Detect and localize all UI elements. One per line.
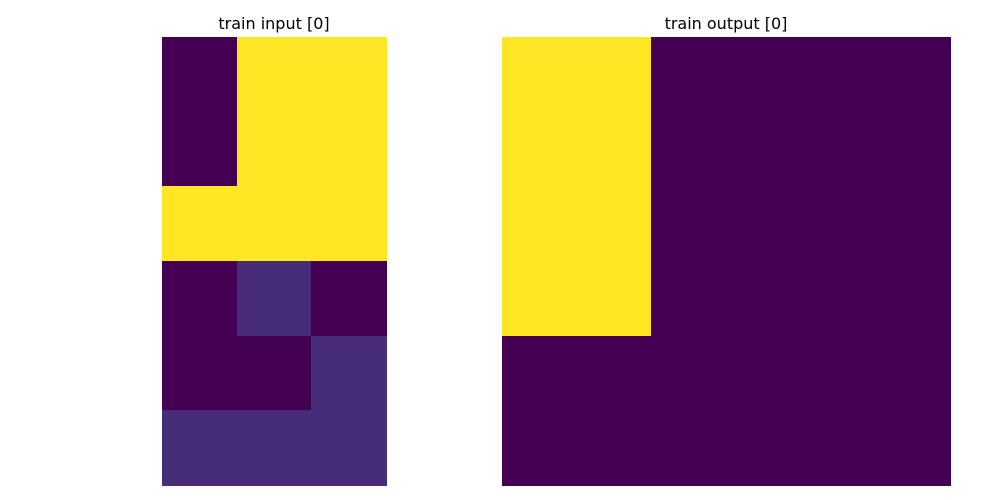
heatmap-cell <box>726 186 802 262</box>
heatmap-cell <box>576 37 653 113</box>
heatmap-cell <box>800 410 877 486</box>
train-output-title: train output [0] <box>664 14 788 33</box>
heatmap-cell <box>162 410 238 486</box>
train-output-heatmap <box>502 37 951 486</box>
heatmap-cell <box>726 335 802 412</box>
heatmap-cell <box>236 111 313 188</box>
heatmap-cell <box>502 186 578 262</box>
heatmap-cell <box>162 37 238 113</box>
heatmap-cell <box>875 261 951 337</box>
heatmap-cell <box>726 261 802 337</box>
heatmap-cell <box>236 186 313 262</box>
heatmap-cell <box>800 186 877 262</box>
heatmap-cell <box>502 410 578 486</box>
heatmap-cell <box>236 261 313 337</box>
heatmap-cell <box>651 261 727 337</box>
heatmap-cell <box>162 111 238 188</box>
heatmap-cell <box>311 335 387 412</box>
heatmap-cell <box>875 186 951 262</box>
heatmap-cell <box>726 111 802 188</box>
train-output-panel: train output [0] <box>500 0 1000 500</box>
heatmap-cell <box>311 186 387 262</box>
heatmap-cell <box>651 37 727 113</box>
heatmap-cell <box>651 335 727 412</box>
heatmap-cell <box>726 410 802 486</box>
train-input-heatmap <box>162 37 387 486</box>
heatmap-cell <box>236 37 313 113</box>
heatmap-cell <box>162 335 238 412</box>
heatmap-cell <box>651 186 727 262</box>
heatmap-cell <box>311 37 387 113</box>
heatmap-cell <box>311 261 387 337</box>
heatmap-cell <box>651 410 727 486</box>
heatmap-cell <box>576 410 653 486</box>
heatmap-cell <box>875 111 951 188</box>
heatmap-cell <box>800 37 877 113</box>
heatmap-cell <box>875 37 951 113</box>
heatmap-cell <box>236 410 313 486</box>
heatmap-cell <box>502 111 578 188</box>
heatmap-cell <box>800 111 877 188</box>
heatmap-cell <box>875 410 951 486</box>
heatmap-cell <box>162 186 238 262</box>
train-input-title: train input [0] <box>218 14 330 33</box>
heatmap-cell <box>651 111 727 188</box>
heatmap-cell <box>800 335 877 412</box>
heatmap-cell <box>162 261 238 337</box>
heatmap-cell <box>502 261 578 337</box>
heatmap-cell <box>726 37 802 113</box>
heatmap-cell <box>576 261 653 337</box>
heatmap-cell <box>875 335 951 412</box>
heatmap-cell <box>576 111 653 188</box>
train-input-panel: train input [0] <box>162 14 387 486</box>
heatmap-cell <box>311 111 387 188</box>
heatmap-cell <box>502 335 578 412</box>
heatmap-cell <box>502 37 578 113</box>
heatmap-cell <box>800 261 877 337</box>
heatmap-cell <box>576 335 653 412</box>
heatmap-cell <box>236 335 313 412</box>
heatmap-cell <box>576 186 653 262</box>
heatmap-cell <box>311 410 387 486</box>
